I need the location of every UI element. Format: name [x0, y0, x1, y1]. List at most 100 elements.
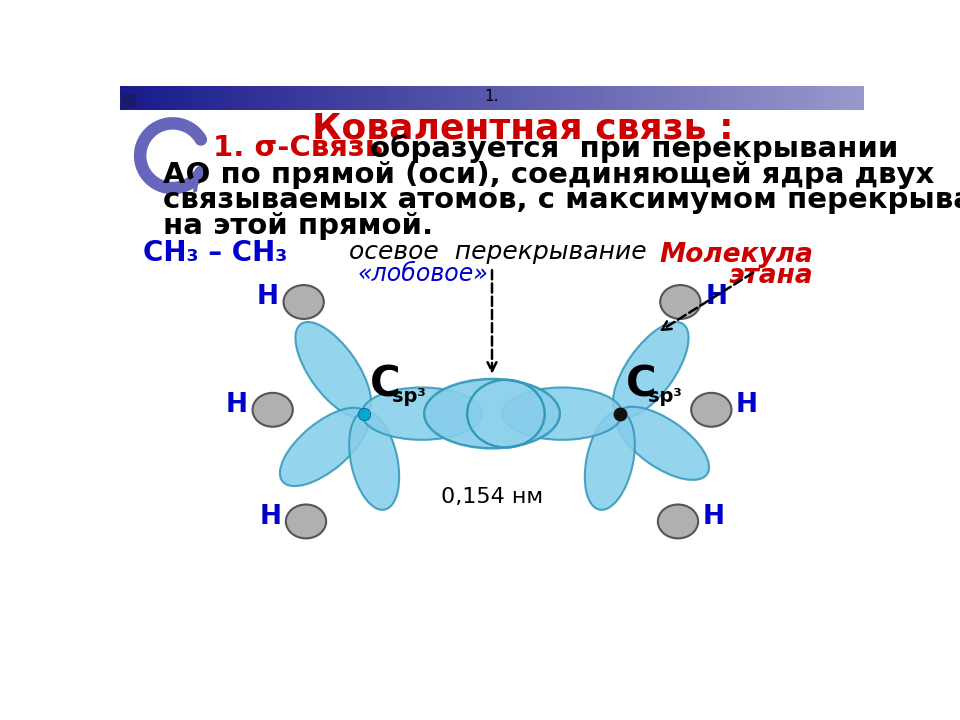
Bar: [226, 86, 232, 109]
Bar: [591, 86, 598, 109]
Bar: [622, 86, 629, 109]
Text: H: H: [706, 284, 727, 310]
Bar: [846, 86, 852, 109]
Bar: [541, 86, 548, 109]
Ellipse shape: [658, 505, 698, 539]
Ellipse shape: [252, 393, 293, 427]
Bar: [324, 86, 331, 109]
Bar: [231, 86, 239, 109]
Bar: [833, 86, 840, 109]
Ellipse shape: [691, 393, 732, 427]
Bar: [641, 86, 648, 109]
Bar: [480, 86, 487, 109]
Bar: [455, 86, 462, 109]
Bar: [263, 86, 270, 109]
Ellipse shape: [280, 408, 369, 486]
Bar: [213, 86, 220, 109]
Text: sp³: sp³: [392, 387, 426, 406]
Bar: [362, 86, 369, 109]
Bar: [151, 86, 158, 109]
Bar: [405, 86, 412, 109]
Bar: [312, 86, 319, 109]
Bar: [665, 86, 673, 109]
Bar: [678, 86, 685, 109]
Bar: [814, 86, 822, 109]
Bar: [294, 86, 300, 109]
Text: sp³: sp³: [648, 387, 682, 406]
Bar: [473, 86, 480, 109]
Bar: [331, 86, 338, 109]
Bar: [604, 86, 611, 109]
Bar: [468, 86, 474, 109]
Bar: [821, 86, 828, 109]
Bar: [523, 86, 530, 109]
Bar: [201, 86, 207, 109]
Bar: [684, 86, 691, 109]
Bar: [368, 86, 375, 109]
Bar: [238, 86, 245, 109]
Bar: [733, 86, 741, 109]
Bar: [796, 86, 803, 109]
Ellipse shape: [660, 285, 701, 319]
Bar: [610, 86, 616, 109]
Ellipse shape: [616, 407, 709, 480]
Text: C: C: [626, 364, 657, 406]
Bar: [771, 86, 778, 109]
Bar: [176, 86, 182, 109]
Bar: [344, 86, 350, 109]
Bar: [418, 86, 424, 109]
Bar: [374, 86, 381, 109]
Bar: [758, 86, 765, 109]
Bar: [122, 94, 135, 108]
Ellipse shape: [424, 379, 560, 449]
Bar: [132, 86, 139, 109]
Bar: [740, 86, 747, 109]
Bar: [672, 86, 679, 109]
Text: H: H: [703, 504, 725, 530]
Ellipse shape: [296, 322, 371, 418]
Text: H: H: [226, 392, 248, 418]
Bar: [616, 86, 623, 109]
Text: «лобовое»: «лобовое»: [358, 262, 489, 286]
Bar: [251, 86, 257, 109]
Text: Ковалентная связь :: Ковалентная связь :: [312, 111, 733, 145]
Bar: [703, 86, 709, 109]
Ellipse shape: [613, 322, 688, 418]
Text: 1.: 1.: [485, 89, 499, 104]
Bar: [436, 86, 444, 109]
Bar: [219, 86, 227, 109]
Bar: [572, 86, 580, 109]
Bar: [536, 86, 542, 109]
Bar: [300, 86, 307, 109]
Bar: [182, 86, 189, 109]
Bar: [337, 86, 344, 109]
Text: H: H: [259, 504, 281, 530]
Bar: [498, 86, 505, 109]
Bar: [653, 86, 660, 109]
Bar: [721, 86, 729, 109]
Text: CH₃ – CH₃: CH₃ – CH₃: [143, 239, 288, 267]
Bar: [163, 86, 170, 109]
Bar: [516, 86, 524, 109]
Bar: [126, 86, 133, 109]
Bar: [138, 86, 146, 109]
Bar: [170, 86, 177, 109]
Ellipse shape: [286, 505, 326, 539]
Bar: [789, 86, 797, 109]
Text: 0,154 нм: 0,154 нм: [441, 487, 543, 507]
Bar: [145, 86, 152, 109]
Bar: [380, 86, 388, 109]
Bar: [753, 86, 759, 109]
Bar: [319, 86, 325, 109]
Ellipse shape: [349, 411, 399, 510]
Bar: [412, 86, 419, 109]
Text: 1. σ-Связь: 1. σ-Связь: [213, 134, 383, 162]
Bar: [709, 86, 716, 109]
Bar: [256, 86, 263, 109]
Bar: [157, 86, 164, 109]
Bar: [393, 86, 399, 109]
Bar: [387, 86, 394, 109]
Bar: [504, 86, 512, 109]
Bar: [275, 86, 282, 109]
Bar: [852, 86, 858, 109]
